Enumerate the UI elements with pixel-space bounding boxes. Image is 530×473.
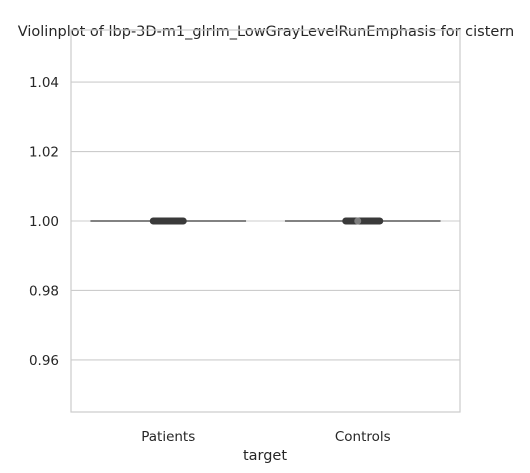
y-tick-label: 1.00 bbox=[29, 214, 59, 230]
y-tick-label: 0.98 bbox=[29, 283, 59, 299]
x-axis: Patients Controls bbox=[141, 429, 390, 445]
y-tick-label: 1.04 bbox=[29, 75, 59, 91]
y-tick-label: 0.96 bbox=[29, 353, 59, 369]
x-tick-label: Patients bbox=[141, 429, 195, 445]
y-axis: 0.96 0.98 1.00 1.02 1.04 bbox=[29, 75, 59, 369]
violins bbox=[90, 217, 441, 225]
chart-title: Violinplot of lbp-3D-m1_glrlm_LowGrayLev… bbox=[18, 24, 514, 40]
violin-median bbox=[354, 217, 362, 225]
plot-frame bbox=[70, 29, 461, 413]
x-tick-label: Controls bbox=[335, 429, 391, 445]
x-axis-label: target bbox=[243, 448, 287, 464]
y-tick-label: 1.02 bbox=[29, 145, 59, 161]
